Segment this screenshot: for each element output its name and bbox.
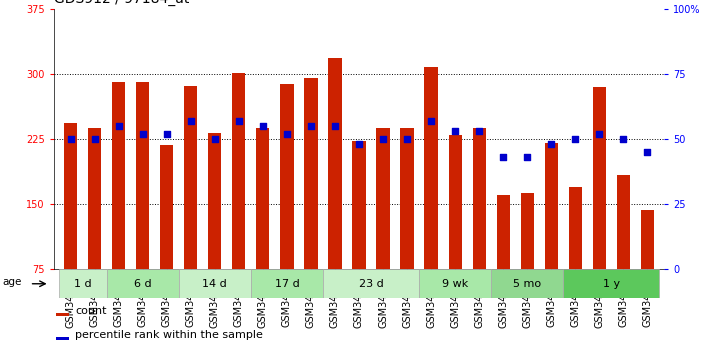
Bar [136,82,149,269]
Bar [208,133,221,269]
Text: percentile rank within the sample: percentile rank within the sample [75,330,263,340]
Point [594,131,605,136]
Bar [617,175,630,269]
Point [113,123,124,129]
Point [305,123,317,129]
Bar [107,269,179,298]
Bar [251,269,323,298]
Text: 9 wk: 9 wk [442,279,468,289]
Bar [353,141,365,269]
Bar [232,73,246,269]
Bar [56,313,69,316]
Bar [569,187,582,269]
Point [353,141,365,147]
Point [449,128,461,134]
Bar [328,58,342,269]
Text: 1 y: 1 y [602,279,620,289]
Point [161,131,172,136]
Text: count: count [75,306,107,316]
Point [281,131,293,136]
Bar [497,195,510,269]
Bar [640,210,654,269]
Bar [256,128,269,269]
Point [546,141,557,147]
Point [498,154,509,160]
Bar [401,128,414,269]
Text: 1 d: 1 d [74,279,91,289]
Bar [521,193,533,269]
Text: 6 d: 6 d [134,279,151,289]
Bar [491,269,563,298]
Point [137,131,149,136]
Bar [449,135,462,269]
Point [65,136,76,141]
Text: 14 d: 14 d [202,279,227,289]
Point [377,136,388,141]
Bar [179,269,251,298]
Bar [323,269,419,298]
Point [473,128,485,134]
Bar [472,128,486,269]
Bar [185,86,197,269]
Point [233,118,245,124]
Bar [280,84,294,269]
Text: 5 mo: 5 mo [513,279,541,289]
Bar [56,337,69,340]
Text: 23 d: 23 d [358,279,383,289]
Bar [419,269,491,298]
Bar [64,123,78,269]
Point [185,118,197,124]
Bar [59,269,107,298]
Bar [545,143,558,269]
Bar [112,82,126,269]
Point [425,118,437,124]
Point [569,136,581,141]
Point [330,123,341,129]
Bar [424,67,438,269]
Bar [304,78,317,269]
Text: age: age [3,277,22,287]
Bar [376,128,390,269]
Bar [592,87,606,269]
Text: 17 d: 17 d [274,279,299,289]
Bar [160,145,173,269]
Text: GDS912 / 97184_at: GDS912 / 97184_at [54,0,190,6]
Point [401,136,413,141]
Point [209,136,220,141]
Bar [563,269,659,298]
Point [642,149,653,155]
Point [89,136,101,141]
Point [617,136,629,141]
Bar [88,128,101,269]
Point [521,154,533,160]
Point [257,123,269,129]
